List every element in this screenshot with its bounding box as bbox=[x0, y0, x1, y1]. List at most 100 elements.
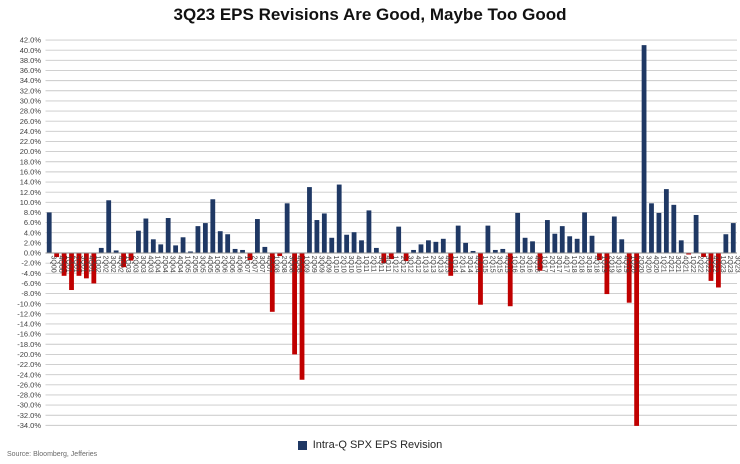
x-axis-tick-label: 4Q17 bbox=[563, 256, 570, 273]
bar-3Q13 bbox=[433, 241, 439, 253]
y-axis-tick-label: 14.0% bbox=[20, 178, 42, 187]
x-axis-tick-label: 4Q19 bbox=[622, 256, 629, 273]
bar-4Q04 bbox=[173, 245, 179, 253]
y-axis-tick-label: 12.0% bbox=[20, 188, 42, 197]
bar-4Q13 bbox=[440, 238, 446, 253]
bar-3Q22 bbox=[701, 253, 706, 258]
y-axis-tick-label: 42.0% bbox=[20, 36, 42, 45]
y-axis-tick-label: 16.0% bbox=[20, 167, 42, 176]
bar-3Q18 bbox=[582, 212, 587, 253]
bar-2Q19 bbox=[604, 253, 610, 295]
bar-1Q09 bbox=[299, 253, 305, 380]
y-axis-tick-label: -26.0% bbox=[17, 380, 41, 389]
bar-4Q10 bbox=[351, 232, 357, 253]
bar-3Q07 bbox=[255, 219, 260, 253]
x-axis-tick-label: 4Q14 bbox=[473, 256, 480, 273]
bar-4Q18 bbox=[589, 235, 595, 253]
x-axis-tick-label: 3Q20 bbox=[644, 256, 651, 273]
y-axis-tick-label: -18.0% bbox=[17, 340, 41, 349]
x-axis-tick-label: 1Q12 bbox=[392, 256, 399, 273]
bar-1Q01 bbox=[61, 253, 67, 276]
x-axis-tick-label: 3Q10 bbox=[347, 256, 354, 273]
bar-4Q20 bbox=[649, 203, 654, 253]
legend-swatch-icon bbox=[297, 440, 307, 450]
bar-4Q15 bbox=[500, 248, 506, 253]
x-axis-tick-label: 2Q08 bbox=[280, 256, 287, 273]
y-axis-tick-label: 38.0% bbox=[20, 56, 42, 65]
x-axis-tick-label: 4Q00 bbox=[57, 256, 64, 273]
bar-3Q21 bbox=[671, 204, 677, 253]
x-axis-tick-label: 2Q20 bbox=[637, 256, 644, 273]
x-axis-tick-label: 1Q05 bbox=[183, 256, 190, 273]
x-axis-tick-label: 2Q23 bbox=[726, 256, 733, 273]
y-axis-tick-label: 20.0% bbox=[20, 147, 42, 156]
x-axis-tick-label: 4Q22 bbox=[711, 256, 718, 273]
bar-1Q07 bbox=[240, 249, 245, 253]
bar-2Q06 bbox=[217, 231, 223, 253]
x-axis-tick-label: 1Q18 bbox=[570, 256, 577, 273]
x-axis-tick-label: 3Q07 bbox=[258, 256, 265, 273]
y-axis-tick-label: 28.0% bbox=[20, 107, 42, 116]
x-axis-tick-label: 4Q07 bbox=[265, 256, 272, 273]
x-axis-tick-label: 4Q01 bbox=[87, 256, 94, 273]
y-axis-tick-label: 0.0% bbox=[24, 249, 41, 258]
bar-3Q11 bbox=[373, 247, 379, 253]
bar-4Q19 bbox=[619, 239, 625, 253]
y-axis-tick-label: 22.0% bbox=[20, 137, 42, 146]
bar-3Q04 bbox=[165, 218, 171, 253]
bar-2Q02 bbox=[98, 247, 104, 253]
x-axis-tick-label: 2Q12 bbox=[399, 256, 406, 273]
bar-4Q12 bbox=[411, 249, 416, 253]
y-axis-tick-label: -8.0% bbox=[21, 289, 41, 298]
bar-3Q23 bbox=[730, 223, 736, 253]
y-axis-tick-label: -32.0% bbox=[17, 411, 41, 420]
x-axis-tick-label: 4Q15 bbox=[503, 256, 510, 273]
bar-2Q01 bbox=[69, 253, 74, 291]
bar-2Q17 bbox=[544, 220, 550, 253]
y-axis-tick-label: -10.0% bbox=[17, 299, 41, 308]
x-axis-tick-label: 1Q17 bbox=[540, 256, 547, 273]
bar-1Q11 bbox=[359, 240, 364, 253]
bar-4Q02 bbox=[113, 250, 119, 253]
bar-2Q11 bbox=[366, 210, 372, 253]
x-axis-tick-label: 4Q16 bbox=[533, 256, 540, 273]
bar-2Q15 bbox=[485, 225, 491, 253]
y-axis-tick-label: -22.0% bbox=[17, 360, 41, 369]
bar-3Q14 bbox=[463, 242, 469, 253]
y-axis-tick-label: 4.0% bbox=[24, 228, 41, 237]
bar-1Q13 bbox=[418, 244, 424, 253]
bar-3Q06 bbox=[225, 234, 231, 253]
y-axis-tick-label: -24.0% bbox=[17, 370, 41, 379]
x-axis-tick-label: 4Q20 bbox=[652, 256, 659, 273]
bar-3Q03 bbox=[136, 230, 141, 253]
x-axis-tick-label: 2Q16 bbox=[518, 256, 525, 273]
bar-2Q18 bbox=[574, 238, 580, 253]
bar-4Q09 bbox=[321, 213, 327, 253]
y-axis-tick-label: -4.0% bbox=[21, 269, 41, 278]
x-axis-tick-label: 2Q06 bbox=[221, 256, 228, 273]
y-axis-tick-label: 10.0% bbox=[20, 198, 42, 207]
x-axis-tick-label: 1Q22 bbox=[689, 256, 696, 273]
x-axis-tick-label: 3Q09 bbox=[317, 256, 324, 273]
chart-legend: Intra-Q SPX EPS Revision bbox=[0, 439, 740, 451]
bar-3Q17 bbox=[552, 233, 558, 253]
bar-3Q19 bbox=[611, 216, 617, 253]
bar-3Q10 bbox=[344, 234, 350, 253]
bar-4Q03 bbox=[143, 218, 149, 253]
bar-1Q23 bbox=[716, 253, 721, 288]
bar-1Q03 bbox=[121, 253, 126, 268]
x-axis-tick-label: 1Q20 bbox=[630, 256, 637, 273]
y-axis-tick-label: -30.0% bbox=[17, 401, 41, 410]
x-axis-tick-label: 1Q19 bbox=[600, 256, 607, 273]
x-axis-tick-label: 3Q12 bbox=[407, 256, 414, 273]
y-axis-tick-label: -6.0% bbox=[21, 279, 41, 288]
bar-3Q12 bbox=[403, 253, 409, 262]
y-axis-tick-label: 6.0% bbox=[24, 218, 41, 227]
y-axis-tick-label: -12.0% bbox=[17, 309, 41, 318]
x-axis-tick-label: 4Q06 bbox=[236, 256, 243, 273]
x-axis-tick-label: 4Q02 bbox=[117, 256, 124, 273]
x-axis-tick-label: 2Q13 bbox=[429, 256, 436, 273]
x-axis-tick-label: 4Q09 bbox=[325, 256, 332, 273]
chart-title: 3Q23 EPS Revisions Are Good, Maybe Too G… bbox=[173, 5, 567, 24]
bar-2Q10 bbox=[336, 184, 342, 253]
